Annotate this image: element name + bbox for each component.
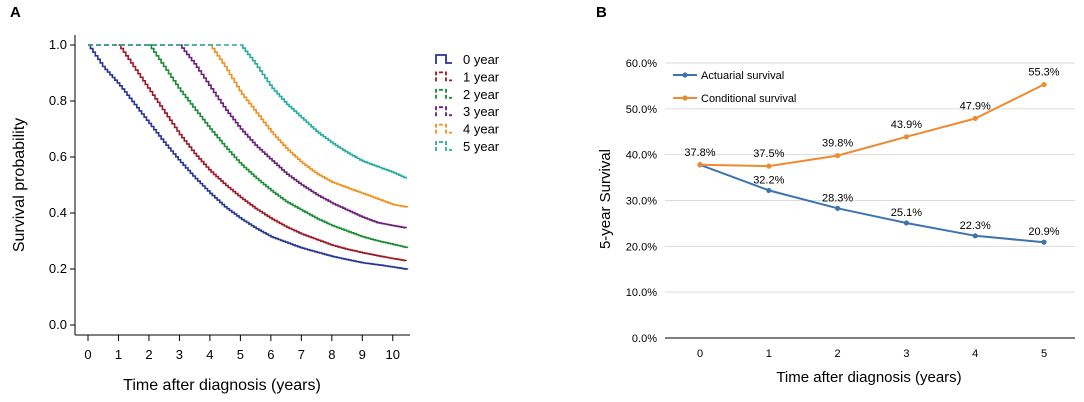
panel-b-x-tick-label: 4: [972, 348, 978, 360]
panel-b-series-0-point: [835, 205, 841, 211]
panel-a-x-tick-label: 2: [145, 347, 152, 362]
panel-a-x-tick-label: 4: [206, 347, 213, 362]
panel-a-legend-swatch: [435, 123, 452, 134]
panel-b-data-label: 47.9%: [960, 100, 991, 112]
panel-a-x-tick-label: 9: [359, 347, 366, 362]
panel-b-y-tick-label: 50.0%: [626, 104, 657, 116]
panel-b-data-label: 55.3%: [1028, 67, 1059, 79]
panel-a-y-tick-label: 0.6: [49, 149, 67, 164]
panel-a-series-2-line: [149, 44, 409, 249]
panel-a-series-3-line: [179, 44, 407, 229]
panel-b-y-tick-label: 0.0%: [632, 333, 657, 345]
panel-a-y-tick-label: 1.0: [49, 37, 67, 52]
panel-a-x-tick-label: 10: [386, 347, 400, 362]
panel-b-series-1-point: [697, 162, 703, 168]
panel-b-data-label: 43.9%: [891, 119, 922, 131]
panel-a-legend-label: 0 year: [463, 52, 500, 67]
panel-a-series-0-line: [88, 44, 409, 270]
panel-b-series-1-point: [972, 115, 978, 122]
panel-b-chart: 0.0% 10.0% 20.0% 30.0% 40.0% 50.0% 60.0% 0 1 2 3 4…: [597, 58, 1075, 386]
panel-b-data-label: 37.5%: [753, 148, 784, 160]
panel-a-y-tick-label: 0.2: [49, 261, 67, 276]
panel-a-chart: 0.0 0.2 0.4 0.6 0.8 1.0 0 1 2 3 4 5 6 7 8 9 10 0 year 1 …: [11, 35, 500, 394]
panel-b-y-tick-label: 20.0%: [626, 241, 657, 253]
panel-b-x-tick-label: 0: [697, 348, 703, 360]
panel-a-x-tick-label: 1: [115, 347, 122, 362]
panel-a-legend-label: 1 year: [463, 69, 500, 84]
panel-b-data-label: 39.8%: [822, 138, 853, 150]
panel-a-legend-swatch: [435, 88, 452, 99]
panel-b-series-1-point: [835, 152, 841, 159]
panel-b-legend-marker: [682, 72, 688, 78]
panel-a-legend-swatch: [435, 141, 452, 151]
panel-a-x-tick-label: 5: [237, 347, 244, 362]
panel-b-x-label: Time after diagnosis (years): [776, 369, 961, 386]
panel-a-legend-label: 4 year: [463, 122, 500, 137]
panel-a-legend-label: 2 year: [463, 87, 500, 102]
panel-a-legend-label: 3 year: [463, 104, 500, 119]
panel-b-series-0-line: [699, 163, 1045, 244]
panel-a-legend-swatch: [435, 71, 452, 82]
panel-b-series-1-point: [766, 163, 772, 169]
panel-b-series-1-point: [1041, 81, 1047, 88]
panel-a-x-tick-label: 7: [298, 347, 305, 362]
panel-b-x-tick-label: 3: [903, 348, 909, 360]
panel-b-series-1-line: [699, 83, 1045, 168]
panel-b-data-label: 32.2%: [753, 174, 784, 186]
panel-b-series-0-point: [766, 187, 772, 194]
panel-b-x-tick-label: 2: [835, 348, 841, 360]
panel-b-x-tick-label: 1: [766, 348, 772, 360]
panel-b-letter: B: [596, 4, 607, 21]
panel-b-data-label: 25.1%: [891, 207, 922, 219]
panel-b-y-tick-label: 10.0%: [626, 287, 657, 299]
panel-b-data-label: 28.3%: [822, 192, 853, 204]
panel-b-y-tick-label: 60.0%: [626, 58, 657, 70]
panel-a-y-tick-label: 0.4: [49, 205, 67, 220]
panel-b-series-1-point: [903, 134, 910, 140]
panel-b-legend-marker: [682, 95, 688, 101]
panel-b-legend-label: Conditional survival: [701, 93, 796, 105]
panel-b-data-label: 37.8%: [684, 147, 715, 159]
panel-b-series-0-point: [903, 220, 910, 226]
panel-a-y-tick-label: 0.8: [49, 93, 67, 108]
panel-b-y-tick-label: 30.0%: [626, 196, 657, 208]
panel-a-y-label: Survival probability: [11, 118, 28, 252]
panel-a-x-tick-label: 8: [328, 347, 335, 362]
panel-b-data-label: 22.3%: [960, 220, 991, 232]
panel-b-data-label: 20.9%: [1028, 226, 1059, 238]
panel-a-legend-label: 5 year: [463, 139, 500, 154]
panel-a-legend-swatch: [435, 106, 452, 117]
panel-b-legend-label: Actuarial survival: [701, 70, 784, 82]
panel-b-y-tick-label: 40.0%: [626, 150, 657, 162]
panel-a-x-tick-label: 0: [84, 347, 91, 362]
panel-a-series-1-line: [118, 44, 407, 262]
panel-b-series-0-point: [972, 233, 978, 239]
panel-a-series-4-line: [209, 44, 409, 208]
panel-a-x-tick-label: 3: [176, 347, 183, 362]
panel-a-legend-swatch: [435, 54, 452, 64]
panel-a-y-tick-label: 0.0: [49, 317, 67, 332]
panel-a-letter: A: [10, 4, 21, 21]
panel-a-x-label: Time after diagnosis (years): [123, 377, 321, 394]
panel-b-x-tick-label: 5: [1041, 348, 1047, 360]
panel-b-series-0-point: [1041, 239, 1047, 245]
panel-a-series-5-line: [240, 44, 407, 179]
panel-b-y-label: 5-year Survival: [597, 149, 614, 249]
panel-a-x-tick-label: 6: [267, 347, 274, 362]
